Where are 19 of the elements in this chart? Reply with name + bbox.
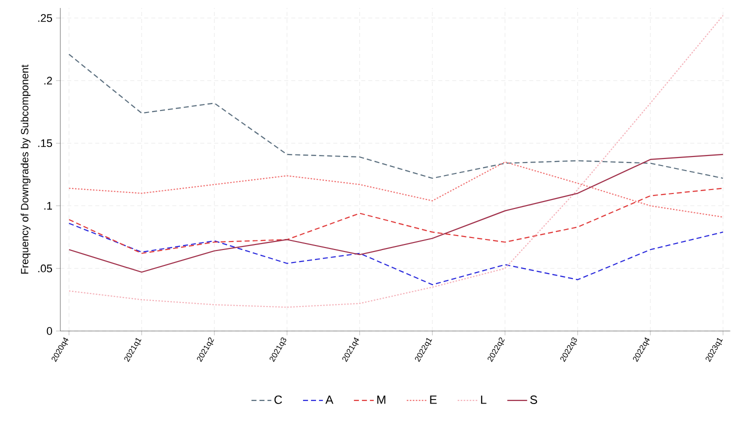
y-tick-label: .15 [38,139,52,148]
line-series [68,161,724,218]
legend-label: M [377,396,386,404]
y-tick-label: .2 [44,76,52,84]
y-tick-label: .1 [44,202,52,210]
line-series [68,154,724,273]
legend-label: L [481,396,486,404]
line-series [68,188,724,254]
line-series [68,54,724,179]
legend-label: E [430,396,437,404]
y-axis-title: Frequency of Downgrades by Subcomponent [20,64,30,274]
y-tick-label: 0 [46,327,52,335]
y-tick-label: .05 [38,264,52,272]
legend-label: S [530,396,538,404]
y-tick-label: .25 [38,14,52,22]
line-series [68,222,724,286]
legend-label: A [325,396,334,404]
line-series [68,14,724,308]
legend-label: C [274,396,282,404]
